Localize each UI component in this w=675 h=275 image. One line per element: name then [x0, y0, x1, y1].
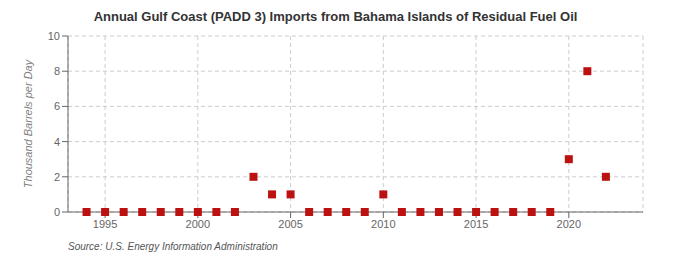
svg-text:2020: 2020 [557, 218, 581, 230]
svg-text:2015: 2015 [464, 218, 488, 230]
svg-text:1995: 1995 [93, 218, 117, 230]
svg-text:0: 0 [54, 206, 60, 218]
svg-text:2005: 2005 [278, 218, 302, 230]
html-text:Source: U.S. Energy Informatio: Source: U.S. Energy Information Administ… [68, 241, 278, 252]
svg-text:8: 8 [54, 65, 60, 77]
svg-text:4: 4 [54, 136, 60, 148]
svg-text:2010: 2010 [371, 218, 395, 230]
svg-text:Thousand Barrels per Day: Thousand Barrels per Day [22, 58, 34, 188]
html-text:Annual Gulf Coast (PADD 3) Imp: Annual Gulf Coast (PADD 3) Imports from … [93, 9, 578, 24]
svg-text:2000: 2000 [186, 218, 210, 230]
svg-text:6: 6 [54, 100, 60, 112]
svg-text:2: 2 [54, 171, 60, 183]
svg-text:10: 10 [48, 30, 60, 42]
